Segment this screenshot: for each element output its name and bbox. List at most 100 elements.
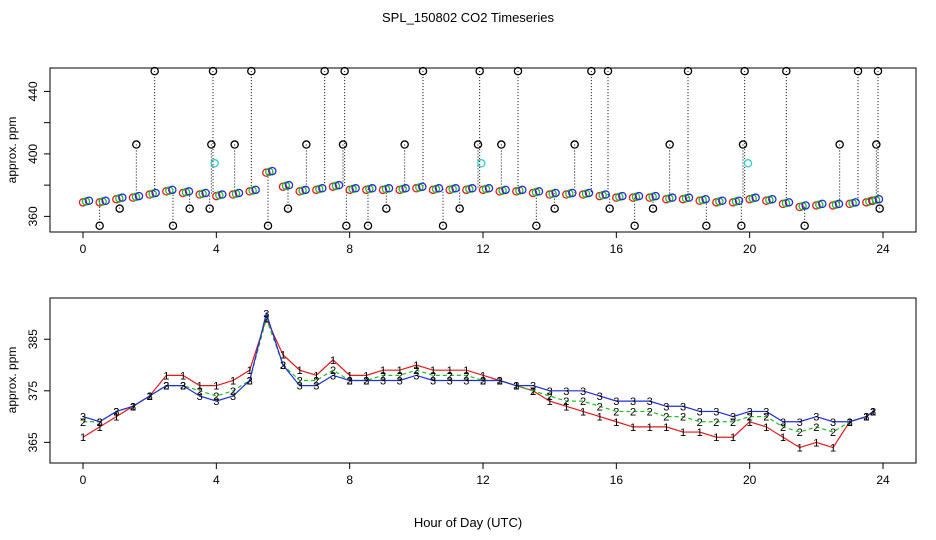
bottom-series-2-point: 2: [180, 381, 186, 393]
bottom-series-1-point: 1: [730, 432, 736, 444]
bottom-series-2-point: 2: [697, 417, 703, 429]
top-outlier-point: [665, 140, 674, 149]
bottom-series-2-point: 2: [80, 417, 86, 429]
top-axis-ticks: 0 4 8 12 16 20 24 360 400 440: [26, 81, 890, 256]
bottom-series-1-point: 1: [280, 350, 286, 362]
top-point-blue: [84, 196, 94, 206]
top-outlier-point: [132, 140, 141, 149]
top-point-blue: [218, 190, 227, 199]
top-outlier-point: [205, 204, 214, 213]
top-point-blue: [634, 191, 644, 201]
top-point-blue: [501, 185, 510, 195]
top-outlier-point: [872, 140, 881, 149]
top-point-blue: [568, 188, 577, 198]
top-point-blue: [618, 191, 627, 201]
bottom-series-1-point: 1: [430, 365, 436, 377]
bottom-series-1-point: 1: [130, 401, 136, 413]
top-outlier-point: [738, 140, 748, 149]
bottom-x-tick-label: 16: [610, 473, 624, 487]
top-point-blue: [484, 184, 494, 193]
bottom-series-2-point: 2: [297, 376, 303, 388]
top-y-tick-label: 400: [26, 144, 40, 164]
bottom-series-2-point: 2: [497, 376, 503, 388]
top-outlier-point: [853, 66, 863, 76]
bottom-series-2-point: 2: [213, 391, 219, 403]
top-y-tick-label: 360: [26, 206, 40, 226]
bottom-series-3-point: 3: [697, 406, 703, 418]
top-x-tick-label: 4: [213, 242, 220, 256]
top-outlier-point: [875, 204, 884, 213]
top-outlier-point: [208, 66, 218, 76]
top-point-blue: [151, 188, 160, 198]
top-point-blue: [751, 193, 760, 202]
bottom-series-2-point: 2: [680, 412, 686, 424]
bottom-series-1-point: 1: [870, 406, 876, 418]
bottom-series-1-point: 1: [530, 386, 536, 398]
top-point-blue: [601, 190, 610, 199]
top-outlier-point: [497, 140, 506, 149]
top-outlier-point: [513, 66, 523, 76]
top-point-blue: [874, 194, 884, 204]
top-data-points: [78, 66, 884, 231]
top-outlier-point: [150, 66, 159, 76]
bottom-series-3-point: 3: [397, 376, 403, 388]
bottom-series-3-point: 3: [870, 406, 876, 418]
top-outlier-point: [338, 140, 348, 149]
top-outlier-point: [570, 140, 579, 149]
bottom-series-3-point: 3: [847, 417, 853, 429]
bottom-series-1-point: 1: [197, 381, 203, 393]
top-outlier-point: [283, 204, 293, 213]
bottom-series-3-point: 3: [213, 396, 219, 408]
top-outlier-point: [532, 221, 541, 231]
top-point-blue: [334, 180, 344, 190]
bottom-series-1-point: 1: [97, 422, 103, 434]
bottom-series-2-point: 2: [530, 386, 536, 398]
bottom-series-3-line: [82, 311, 874, 423]
bottom-series-3-point: 3: [797, 417, 803, 429]
top-x-tick-label: 12: [476, 242, 490, 256]
bottom-series-1-point: 1: [680, 427, 686, 439]
bottom-x-tick-label: 8: [346, 473, 353, 487]
top-outlier-point: [630, 221, 639, 231]
bottom-series-2-point: 2: [780, 422, 786, 434]
top-point-blue: [584, 188, 594, 198]
top-point-blue: [201, 188, 210, 198]
top-point-blue: [168, 185, 177, 195]
top-outlier-point: [740, 66, 749, 76]
bottom-series-1-point: 1: [163, 370, 169, 382]
bottom-series-1-point: 1: [213, 381, 219, 393]
bottom-series-1-point: 1: [547, 396, 553, 408]
bottom-series-1-point: 1: [613, 417, 619, 429]
x-axis-label: Hour of Day (UTC): [414, 515, 522, 530]
bottom-series-1-point: 1: [463, 365, 469, 377]
bottom-series-2-point: 2: [847, 417, 853, 429]
bottom-series-2-point: 2: [197, 386, 203, 398]
bottom-series-3-point: 3: [497, 376, 503, 388]
bottom-series-2-point: 2: [130, 401, 136, 413]
bottom-series-2-point: 2: [330, 365, 336, 377]
bottom-series-1-point: 1: [597, 412, 603, 424]
bottom-series-2-point: 2: [347, 376, 353, 388]
bottom-y-tick-label: 385: [26, 329, 40, 349]
bottom-series-1-line: [82, 316, 874, 449]
top-point-blue: [468, 184, 477, 193]
bottom-series-2-point: 2: [363, 376, 369, 388]
top-point-blue: [284, 180, 294, 190]
top-outlier-point: [340, 66, 349, 76]
top-outlier-point: [207, 140, 216, 149]
bottom-series-1-point: 1: [313, 370, 319, 382]
bottom-series-2-point: 2: [830, 427, 836, 439]
bottom-series-1-point: 1: [180, 370, 186, 382]
top-point-blue: [384, 184, 394, 193]
bottom-series-2-point: 2: [113, 406, 119, 418]
bottom-series-3-point: 3: [430, 376, 436, 388]
bottom-x-tick-label: 20: [743, 473, 757, 487]
bottom-series-3-point: 3: [563, 386, 569, 398]
bottom-series-1-point: 1: [830, 443, 836, 455]
top-point-blue: [184, 187, 194, 196]
bottom-series-1-point: 1: [363, 370, 369, 382]
top-outlier-point: [455, 204, 464, 213]
top-outlier-point: [363, 221, 373, 231]
top-outlier-point: [263, 221, 273, 231]
top-outlier-point: [550, 204, 559, 213]
